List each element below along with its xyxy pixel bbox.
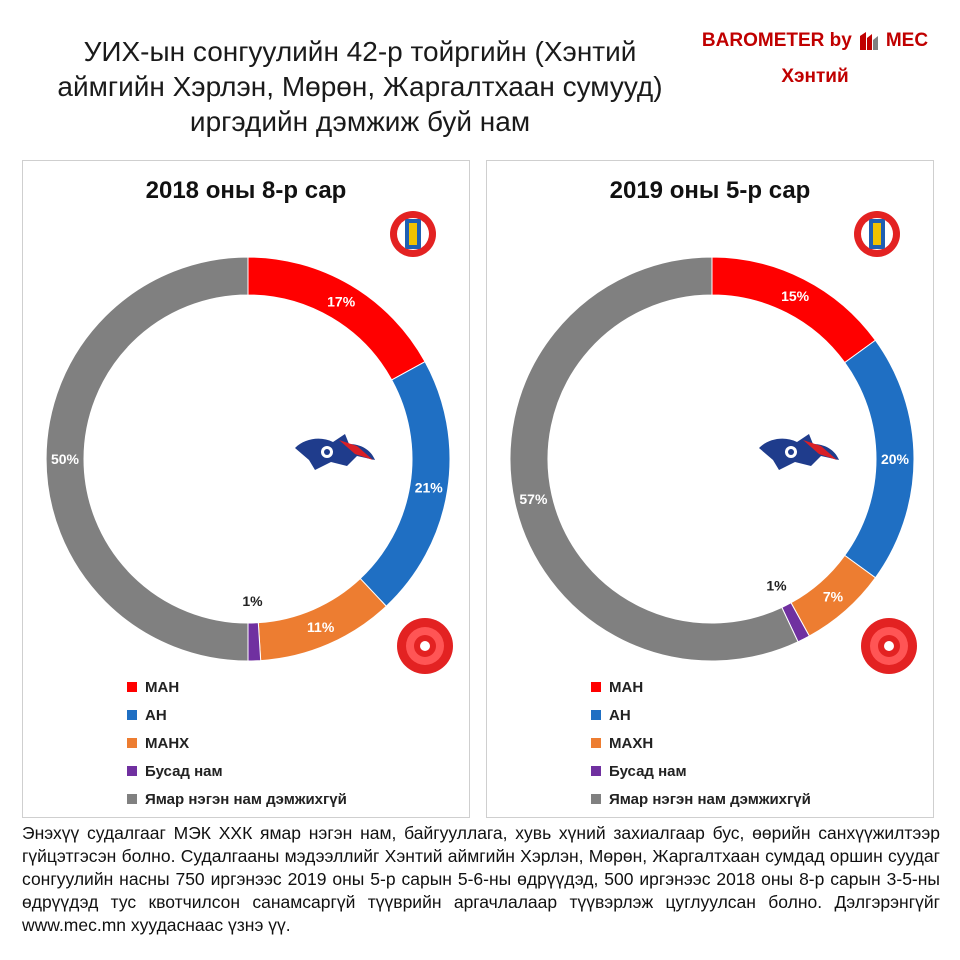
legend-item: Бусад нам xyxy=(127,757,347,785)
legend-swatch xyxy=(591,738,601,748)
slice-label: 11% xyxy=(307,619,335,635)
donut-chart-2019: 15% 20% 7% 1% 57% xyxy=(509,256,915,662)
legend-item: АН xyxy=(591,701,811,729)
legend-swatch xyxy=(127,794,137,804)
slice-label: 50% xyxy=(51,451,80,467)
slice-label: 1% xyxy=(242,593,263,609)
legend-swatch xyxy=(591,766,601,776)
legend-label: АН xyxy=(145,706,167,724)
legend-swatch xyxy=(591,682,601,692)
brand-block: BAROMETER by MEC Хэнтий xyxy=(690,30,940,88)
chart-panel-2019: 2019 оны 5-р сар 15% 20% 7% 1% 57% МАН АН МА… xyxy=(486,160,934,818)
chart-panel-2018: 2018 оны 8-р сар 17% 21% 11% 1% 50% МАН АН М… xyxy=(22,160,470,818)
legend-swatch xyxy=(591,794,601,804)
legend-item: МАХН xyxy=(591,729,811,757)
legend-label: МАН xyxy=(609,678,644,696)
donut-chart-2018: 17% 21% 11% 1% 50% xyxy=(45,256,451,662)
slice-label: 7% xyxy=(823,588,844,604)
legend-swatch xyxy=(127,710,137,720)
donut-slice xyxy=(509,256,799,662)
legend-swatch xyxy=(127,738,137,748)
donut-slice xyxy=(45,256,249,662)
legend-label: Бусад нам xyxy=(609,762,687,780)
legend-item: МАН xyxy=(127,673,347,701)
page-title: УИХ-ын сонгуулийн 42-р тойргийн (Хэнтий … xyxy=(57,36,663,137)
mpp-emblem-icon xyxy=(390,211,436,257)
legend-item: АН xyxy=(127,701,347,729)
chart-legend: МАН АН МАНХ Бусад нам Ямар нэгэн нам дэм… xyxy=(127,673,347,813)
slice-label: 1% xyxy=(766,578,787,594)
brand-region: Хэнтий xyxy=(781,66,849,87)
methodology-note: Энэхүү судалгааг МЭК ХХК ямар нэгэн нам,… xyxy=(22,823,940,935)
legend-swatch xyxy=(591,710,601,720)
slice-label: 15% xyxy=(781,288,810,304)
legend-item: Ямар нэгэн нам дэмжихгүй xyxy=(591,785,811,813)
brand-logo-text: MEC xyxy=(885,30,929,51)
donut-slice xyxy=(247,256,426,381)
legend-item: Ямар нэгэн нам дэмжихгүй xyxy=(127,785,347,813)
legend-item: Бусад нам xyxy=(591,757,811,785)
donut-slice xyxy=(247,622,262,662)
legend-item: МАН xyxy=(591,673,811,701)
horse-rider-icon xyxy=(295,434,375,470)
slice-label: 57% xyxy=(519,491,548,507)
mec-logo-icon xyxy=(859,32,878,50)
brand-line: BAROMETER by MEC xyxy=(690,30,940,52)
legend-label: МАНХ xyxy=(145,734,190,752)
horse-rider-icon xyxy=(759,434,839,470)
legend-swatch xyxy=(127,682,137,692)
dp-rose-icon xyxy=(861,618,917,674)
slice-label: 17% xyxy=(327,293,356,309)
legend-label: МАХН xyxy=(609,734,654,752)
legend-label: Ямар нэгэн нам дэмжихгүй xyxy=(609,790,811,808)
legend-item: МАНХ xyxy=(127,729,347,757)
legend-label: Ямар нэгэн нам дэмжихгүй xyxy=(145,790,347,808)
legend-label: АН xyxy=(609,706,631,724)
brand-text: BAROMETER by xyxy=(701,30,852,51)
slice-label: 20% xyxy=(881,451,910,467)
legend-swatch xyxy=(127,766,137,776)
chart-legend: МАН АН МАХН Бусад нам Ямар нэгэн нам дэм… xyxy=(591,673,811,813)
chart-title: 2018 оны 8-р сар xyxy=(145,177,347,204)
legend-label: Бусад нам xyxy=(145,762,223,780)
donut-slice xyxy=(711,256,877,364)
slice-label: 21% xyxy=(415,480,444,496)
legend-label: МАН xyxy=(145,678,180,696)
dp-rose-icon xyxy=(397,618,453,674)
chart-title: 2019 оны 5-р сар xyxy=(609,177,811,204)
mpp-emblem-icon xyxy=(854,211,900,257)
